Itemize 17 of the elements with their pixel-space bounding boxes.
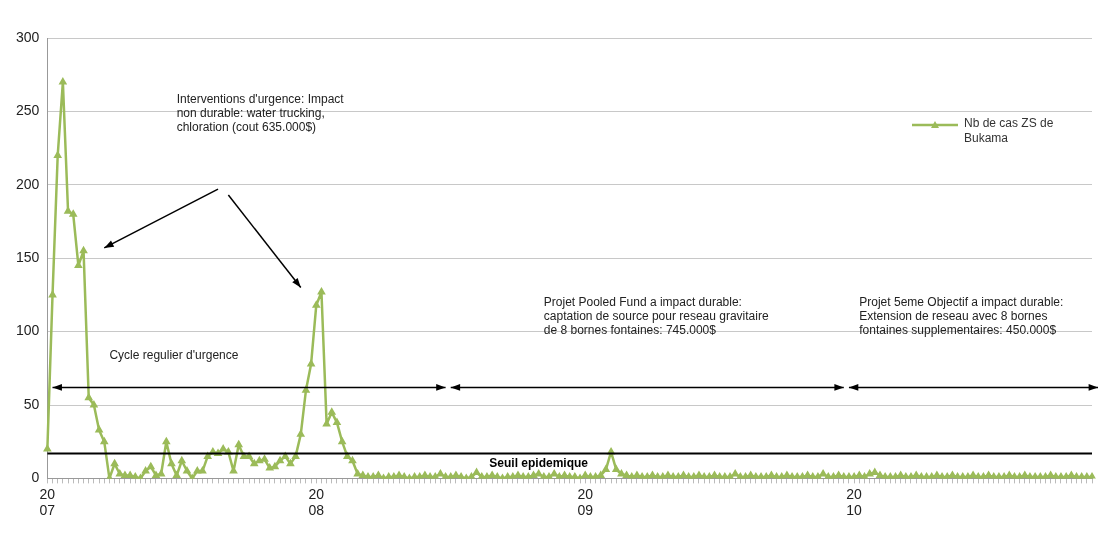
y-tick-label: 250 [16,102,40,119]
y-tick-label: 100 [16,322,40,339]
annotation: Interventions d'urgence: Impact non durable: water trucking, chloration (cout 635.000$) [176,92,345,135]
annotation: Projet Pooled Fund a impact durable: captation de source pour reseau gravitaire de 8 bornes fontaines: 745.000$ [543,294,769,337]
x-tick-label: 2010 [846,485,863,519]
annotation: Projet 5eme Objectif a impact durable: Extension de reseau avec 8 bornes fontaines supplementaires: 450.000$ [859,294,1064,337]
ref-line-label: Seuil epidemique [489,455,589,470]
y-tick-label: 200 [16,175,40,192]
y-tick-label: 0 [31,469,40,486]
legend-label: Nb de cas ZS de Bukama [964,116,1054,146]
annotation: Cycle regulier d'urgence [109,347,239,362]
y-tick-label: 300 [16,28,40,45]
x-tick-label: 2007 [39,485,56,519]
y-tick-label: 50 [23,395,40,412]
x-tick-label: 2009 [577,485,594,519]
x-tick-label: 2008 [308,485,325,519]
y-tick-label: 150 [16,249,40,266]
